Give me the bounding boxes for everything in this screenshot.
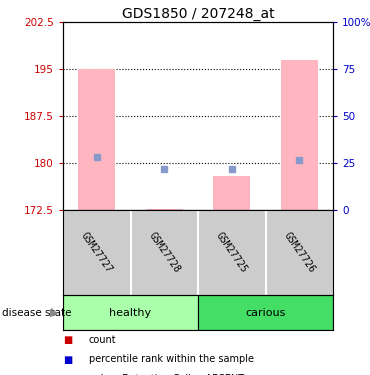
Bar [146, 209, 183, 210]
Text: GSM27727: GSM27727 [79, 230, 114, 274]
Text: ▶: ▶ [50, 308, 58, 318]
Bar [198, 295, 333, 330]
Text: ■: ■ [63, 335, 72, 345]
Text: disease state: disease state [2, 308, 71, 318]
Text: percentile rank within the sample: percentile rank within the sample [89, 354, 254, 364]
Text: ■: ■ [63, 354, 72, 364]
Text: healthy: healthy [110, 308, 152, 318]
Text: ■: ■ [63, 374, 72, 375]
Text: GSM27726: GSM27726 [282, 230, 317, 274]
Bar [213, 176, 250, 210]
Text: count: count [89, 335, 117, 345]
Text: GSM27725: GSM27725 [214, 230, 249, 274]
Text: carious: carious [245, 308, 286, 318]
Bar [78, 69, 115, 210]
Text: GSM27728: GSM27728 [147, 230, 182, 274]
Title: GDS1850 / 207248_at: GDS1850 / 207248_at [122, 7, 274, 21]
Bar [63, 295, 198, 330]
Text: value, Detection Call = ABSENT: value, Detection Call = ABSENT [89, 374, 244, 375]
Bar [281, 60, 318, 210]
